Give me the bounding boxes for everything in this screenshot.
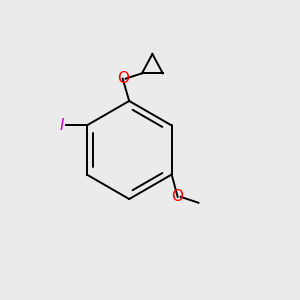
Text: I: I <box>59 118 64 133</box>
Text: O: O <box>172 189 184 204</box>
Text: O: O <box>117 71 129 86</box>
